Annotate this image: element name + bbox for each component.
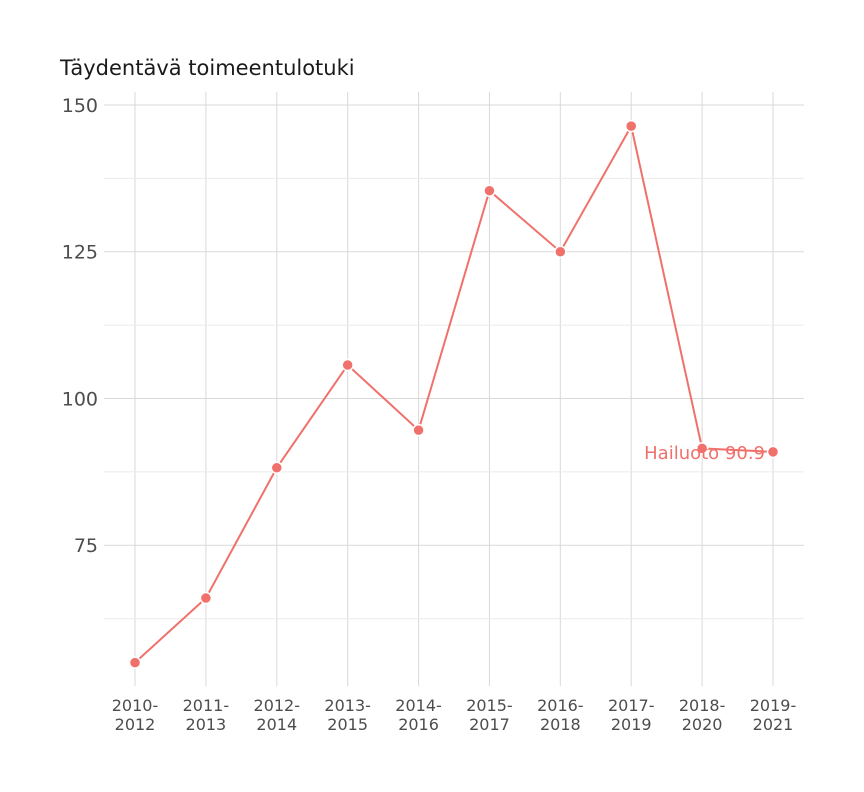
end-label: Hailuoto 90.9 [644, 443, 765, 464]
x-tick-label: 2016-2018 [537, 696, 584, 734]
grid [104, 92, 804, 686]
data-point [695, 442, 709, 455]
data-point [199, 591, 213, 605]
x-tick-label: 2014-2016 [395, 696, 442, 734]
y-axis-tick-labels: 75 100 125 150 [62, 95, 98, 557]
x-axis-tick-labels: 2010-2012 2011-2013 2012-2014 2013-2015 2014… [112, 696, 797, 734]
x-tick-label: 2010-2012 [112, 696, 159, 734]
series [128, 119, 780, 669]
x-tick-label: 2019-2021 [750, 696, 797, 734]
data-point [128, 656, 142, 669]
annotations: Hailuoto 90.9 [644, 443, 765, 464]
data-point [554, 245, 567, 258]
y-tick-label: 125 [62, 242, 98, 264]
series-line [134, 123, 774, 664]
y-tick-label: 75 [74, 535, 98, 557]
data-point [341, 358, 354, 372]
x-tick-label: 2017-2019 [608, 696, 655, 734]
x-tick-label: 2011-2013 [183, 696, 230, 734]
x-tick-label: 2015-2017 [466, 696, 513, 734]
x-tick-label: 2012-2014 [254, 696, 301, 734]
x-tick-label: 2018-2020 [679, 696, 726, 734]
data-point [270, 461, 284, 475]
y-tick-label: 100 [62, 388, 98, 410]
data-point [766, 445, 780, 459]
data-point [412, 423, 425, 437]
y-tick-label: 150 [62, 95, 98, 117]
x-tick-label: 2013-2015 [324, 696, 371, 734]
data-point [483, 184, 496, 197]
chart-title: Täydentävä toimeentulotuki [60, 56, 355, 80]
data-point [624, 119, 638, 133]
